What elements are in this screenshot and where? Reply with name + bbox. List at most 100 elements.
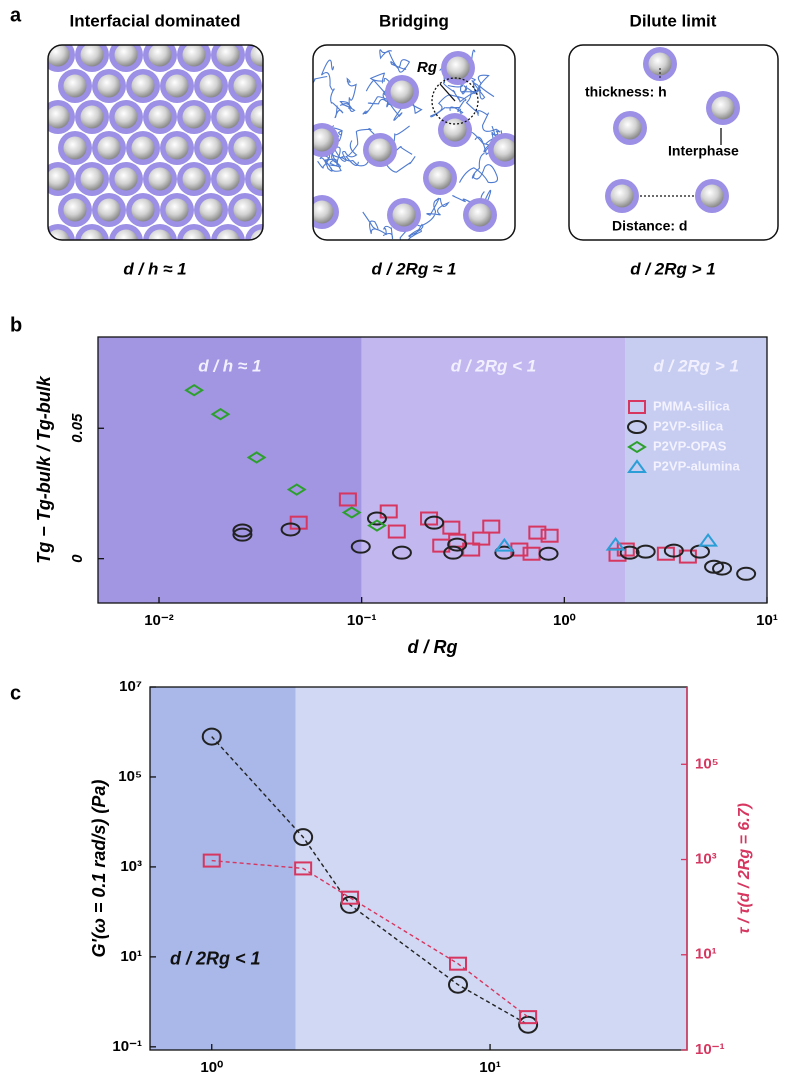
particle-core (443, 118, 467, 142)
particle-core (216, 167, 240, 191)
particle-core (48, 105, 70, 129)
panel-label: c (10, 682, 21, 704)
diagram-title: Dilute limit (630, 11, 717, 30)
particle-core (182, 229, 206, 240)
particle-core (610, 184, 634, 208)
interphase (262, 69, 263, 103)
region (98, 337, 362, 603)
particle-core (199, 136, 223, 160)
particle-core (182, 105, 206, 129)
region (295, 687, 687, 1050)
marker-diamond (367, 519, 387, 532)
x-tick-label: 10¹ (479, 1059, 501, 1076)
particle-core (216, 229, 240, 240)
particle-core (148, 45, 172, 67)
marker-circle (424, 515, 445, 530)
particle-core (63, 74, 87, 98)
particle-core (48, 167, 70, 191)
annotation: Distance: d (612, 218, 687, 234)
particle-core (250, 229, 263, 240)
particle-core (446, 56, 470, 80)
marker-square (387, 524, 406, 539)
polymer-chain (313, 70, 328, 96)
marker-triangle (698, 532, 719, 547)
y2-axis-label: τ / τ(d / 2Rg = 6.7) (736, 803, 753, 934)
particle-core (368, 138, 392, 162)
particle-core (63, 136, 87, 160)
marker-triangle (494, 537, 515, 552)
particle-core (131, 136, 155, 160)
polymer-chain (339, 77, 357, 112)
marker-circle (293, 828, 314, 847)
polymer-chain (379, 49, 411, 73)
marker-square (528, 525, 547, 540)
marker-square (338, 492, 357, 507)
marker-square (519, 1010, 538, 1025)
particle-core (250, 105, 263, 129)
marker-diamond (184, 384, 204, 397)
region-label: d / 2Rg > 1 (653, 356, 739, 375)
particle-core (148, 105, 172, 129)
polymer-chain (430, 94, 467, 118)
panel-label: b (10, 314, 22, 336)
x-tick-label: 10⁻² (144, 612, 174, 629)
rg-arrow (439, 83, 456, 102)
particle-core (428, 166, 452, 190)
diagram-title: Interfacial dominated (70, 11, 241, 30)
polymer-chain (439, 68, 476, 103)
y2-tick-label: 10⁻¹ (695, 1041, 725, 1058)
particle-core (114, 45, 138, 67)
particle-core (216, 45, 240, 67)
particle-core (80, 45, 104, 67)
marker-square (420, 511, 439, 526)
particle-core (80, 167, 104, 191)
marker-square (379, 504, 398, 519)
interphase (211, 224, 245, 240)
particle-core (114, 105, 138, 129)
interphase (262, 131, 263, 165)
particle-core (468, 203, 492, 227)
particle-core (268, 199, 291, 222)
y-tick-label: 10⁵ (118, 768, 142, 785)
marker-circle (232, 527, 253, 542)
x-axis-label: d / Rg (408, 637, 458, 657)
legend-marker (627, 420, 647, 434)
y-tick-label: 10³ (120, 858, 142, 875)
particle-box (48, 45, 291, 240)
panel-label: a (10, 4, 22, 26)
annotation: Interphase (668, 143, 739, 159)
y-tick-label: 0 (69, 554, 86, 563)
particle-core (165, 136, 189, 160)
particle-core (216, 105, 240, 129)
y-tick-label: 10¹ (120, 948, 142, 965)
particle-core (250, 167, 263, 191)
particle-core (493, 138, 515, 162)
particle-core (165, 74, 189, 98)
marker-circle (350, 539, 371, 554)
marker-circle (232, 523, 253, 538)
particle-core (97, 198, 121, 222)
y-tick-label: 0.05 (69, 413, 86, 443)
y-axis-label: Tg − Tg-bulk / Tg-bulk (34, 375, 54, 563)
particle-core (48, 45, 70, 67)
legend-label: P2VP-silica (653, 418, 724, 433)
particle-core (114, 167, 138, 191)
x-tick-label: 10⁻¹ (347, 612, 377, 629)
marker-circle (736, 566, 757, 581)
legend-label: PMMA-silica (653, 398, 730, 413)
particle-box (605, 47, 740, 213)
marker-circle (443, 545, 464, 560)
interphase (143, 224, 177, 240)
particle-core (313, 200, 334, 224)
particle-core (114, 229, 138, 240)
polymer-chain (320, 59, 344, 119)
region-label: d / 2Rg < 1 (451, 356, 537, 375)
particle-core (648, 52, 672, 76)
particle-core (131, 198, 155, 222)
particle-core (233, 198, 257, 222)
marker-diamond (286, 483, 307, 496)
plot-frame (97, 336, 768, 604)
particle-core (233, 74, 257, 98)
polymer-chain (459, 152, 499, 184)
